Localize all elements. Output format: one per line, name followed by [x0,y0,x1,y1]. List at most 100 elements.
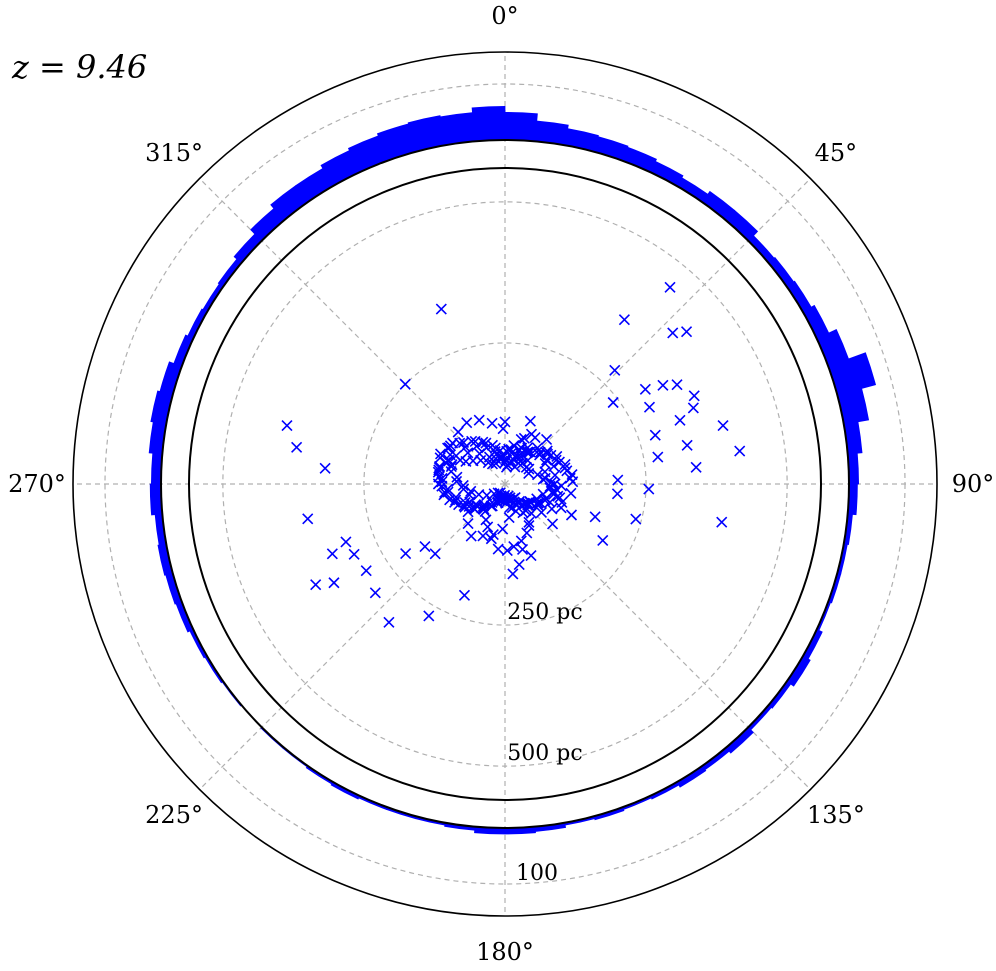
data-point [516,543,529,555]
data-point [541,448,554,460]
data-point [499,416,511,428]
data-point [419,540,431,553]
data-point [561,465,573,477]
polar-grid [73,52,937,916]
histogram-base-circle [160,139,850,829]
axis-labels: 0° 45° 90° 135° 180° 225° 270° 315° 250 pc 500 pc… [8,2,994,966]
data-point [612,474,624,486]
data-point [529,432,541,444]
data-point [507,453,519,465]
data-point [459,497,471,509]
data-point [492,487,504,499]
angle-tick-label: 135° [807,801,865,829]
data-point [433,464,445,476]
data-point [657,379,669,391]
data-point [618,314,630,326]
histogram-bar [802,628,823,660]
histogram-scale-label: 100 [516,861,558,886]
histogram-bar [175,601,194,633]
histogram-bar [233,233,263,264]
histogram-bar [649,781,680,800]
data-point [546,518,559,530]
data-point [589,511,601,523]
data-point [399,378,411,390]
data-point [534,446,546,458]
histogram-bar [439,112,476,146]
histogram-bar [330,781,361,800]
inner-boundary-circle [188,167,822,801]
data-point [461,417,473,429]
data-point [513,559,525,571]
data-point [507,568,519,580]
histogram-bar [676,765,707,788]
data-point [429,548,441,560]
data-point [539,457,551,470]
polar-frame [72,51,938,917]
outer-frame-circle [72,51,938,917]
histogram-bar [786,655,811,687]
angle-tick-label: 0° [491,2,518,30]
histogram-bar [747,704,772,731]
data-point [442,483,454,495]
data-point [523,519,535,532]
data-point [446,437,459,449]
data-point [716,516,728,528]
angular-grid-line [504,483,811,790]
data-point [525,507,537,519]
angular-grid-line [504,178,811,485]
data-point [643,401,656,413]
angular-grid-line [199,483,506,790]
data-point [475,454,487,467]
data-point [369,587,381,599]
data-point [667,327,679,339]
radial-tick-label: 500 pc [507,741,582,766]
data-point [652,451,664,463]
data-point [436,476,448,488]
angle-tick-label: 270° [8,470,66,498]
data-point [517,507,529,519]
data-point [680,326,693,338]
data-point [360,565,372,577]
histogram-bar [676,177,709,203]
data-point [326,548,338,560]
histogram-bar [725,726,754,754]
data-point [649,429,661,441]
data-point [567,476,579,488]
data-point [518,432,530,444]
data-point [717,420,729,432]
data-point [546,503,558,515]
data-point [512,457,525,469]
data-point [549,469,561,481]
data-point [556,496,568,509]
data-point [473,414,485,426]
histogram-bar [767,680,792,709]
data-point [486,458,499,470]
data-point [597,534,609,546]
data-point [434,448,447,460]
data-point [319,462,331,474]
data-point [611,488,623,500]
data-point [434,460,446,473]
angle-tick-label: 315° [145,139,203,167]
scatter-series [281,281,746,628]
data-point [674,414,686,426]
data-point [497,423,509,435]
data-point [508,541,520,553]
data-point [452,426,464,438]
data-point [671,379,683,391]
data-point [531,493,543,505]
data-point [492,543,504,555]
data-point [688,390,700,402]
data-point [521,527,533,539]
data-point [442,486,454,498]
data-point [451,471,463,483]
data-point [445,460,457,473]
data-point [328,577,340,589]
data-point [501,544,513,557]
data-point [460,455,472,467]
data-point [469,499,481,511]
data-point [480,442,493,454]
data-point [523,463,535,475]
data-point [446,459,458,471]
data-point [525,550,537,562]
